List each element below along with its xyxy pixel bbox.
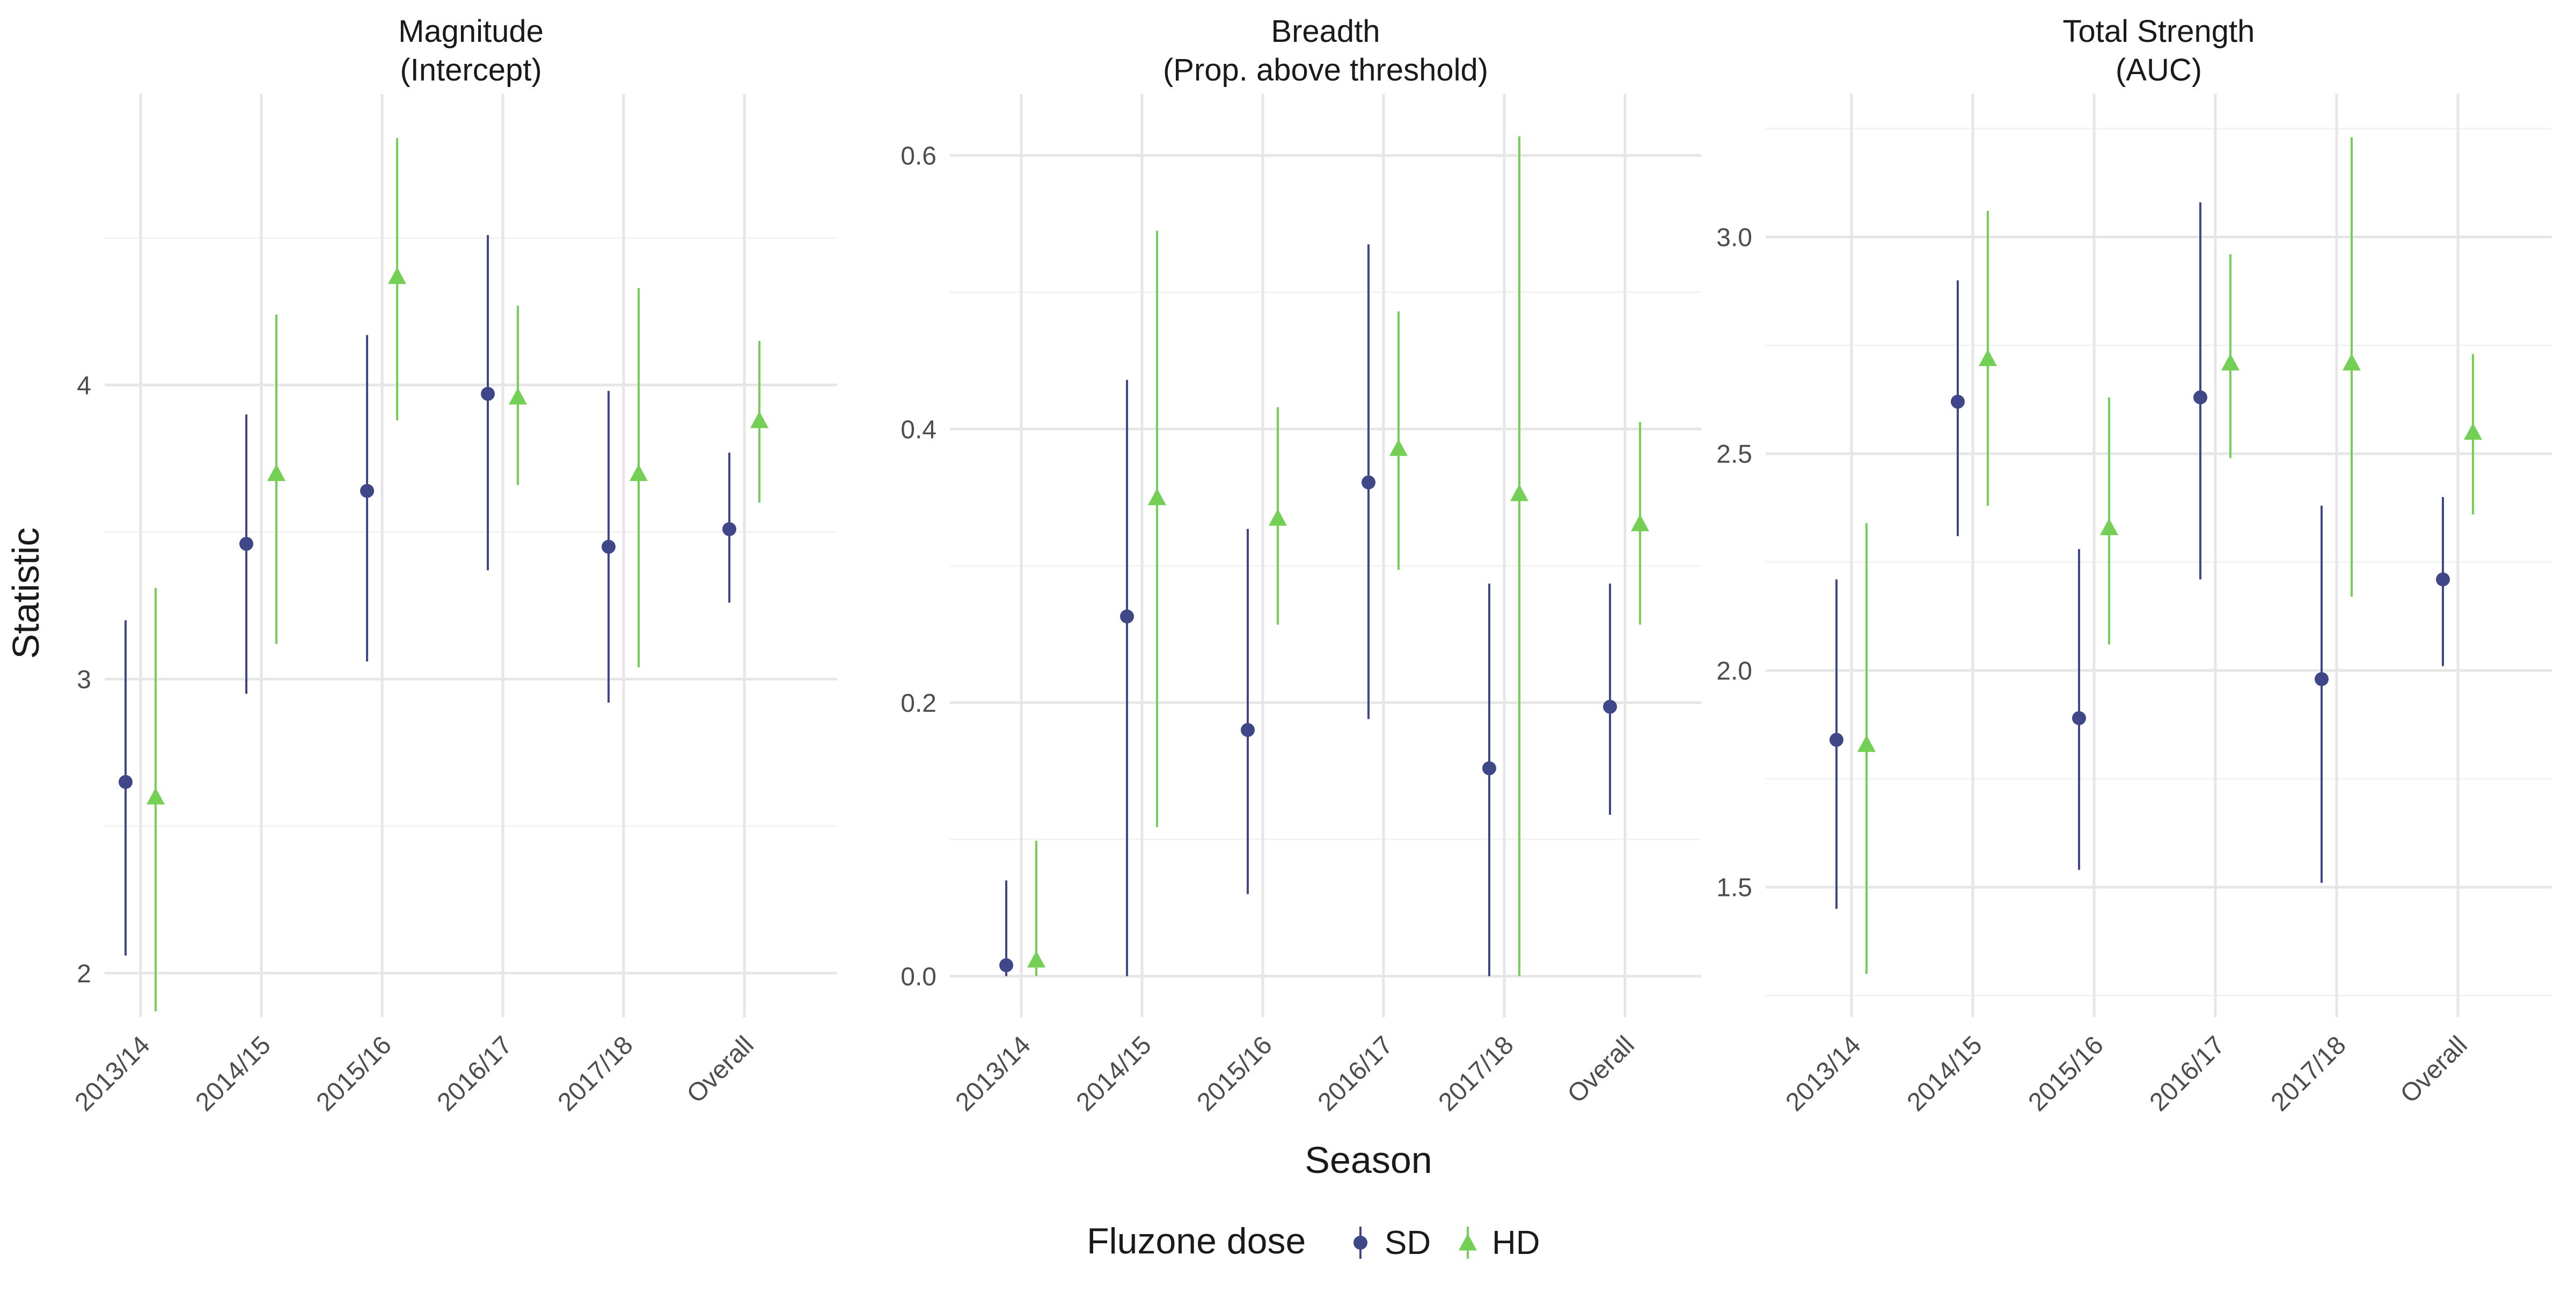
x-tick-label: Overall [682, 1031, 759, 1108]
y-tick-label: 0.4 [901, 415, 936, 444]
point-sd [239, 537, 253, 551]
x-tick-label: 2013/14 [950, 1031, 1036, 1117]
point-sd [2193, 390, 2207, 405]
panel-2: 0.0 0.2 0.4 0.6 2013/14 2014/15 2015/16 2016/17… [901, 14, 1701, 1117]
x-tick-label: 2013/14 [1781, 1031, 1867, 1117]
x-tick-label: 2014/15 [1902, 1031, 1988, 1117]
panel-subtitle: (Intercept) [400, 53, 541, 87]
point-sd [481, 386, 495, 401]
point-sd [1951, 395, 1965, 409]
panel-title: Breadth [1271, 14, 1380, 49]
point-hd [267, 464, 286, 482]
y-tick-label: 2.0 [1716, 657, 1752, 685]
point-hd [2464, 422, 2482, 440]
point-hd [1148, 488, 1166, 506]
panel-subtitle: (AUC) [2116, 53, 2202, 87]
point-hd [509, 388, 527, 405]
x-tick-label: 2016/17 [1313, 1031, 1399, 1117]
point-sd [722, 522, 736, 536]
point-hd [630, 464, 648, 482]
y-tick-label: 4 [77, 371, 91, 400]
point-hd [2221, 353, 2240, 371]
point-hd [1631, 514, 1649, 531]
x-tick-label: 2017/18 [553, 1031, 639, 1117]
x-tick-label: Overall [1562, 1031, 1640, 1108]
x-tick-label: 2013/14 [70, 1031, 156, 1117]
y-axis-label: Statistic [5, 527, 47, 659]
y-tick-label: 1.5 [1716, 874, 1752, 902]
x-tick-label: 2015/16 [311, 1031, 397, 1117]
y-tick-label: 2.5 [1716, 440, 1752, 469]
point-hd [2343, 353, 2361, 371]
legend-label-sd: SD [1385, 1224, 1431, 1261]
x-tick-label: 2017/18 [2266, 1031, 2352, 1117]
point-sd [360, 484, 374, 498]
panel-subtitle: (Prop. above threshold) [1163, 53, 1488, 87]
y-tick-label: 3.0 [1716, 223, 1752, 252]
point-hd [147, 787, 165, 805]
point-hd [750, 411, 769, 428]
point-sd [119, 775, 133, 789]
point-sd [2315, 672, 2329, 687]
point-sd [1362, 475, 1375, 490]
panel-title: Total Strength [2063, 14, 2255, 49]
point-hd [2100, 518, 2118, 535]
point-hd [1979, 349, 1997, 367]
point-sd [1241, 723, 1255, 737]
x-tick-label: 2016/17 [2145, 1031, 2230, 1117]
point-sd [999, 958, 1013, 973]
x-tick-label: 2014/15 [1071, 1031, 1157, 1117]
y-tick-label: 0.6 [901, 142, 936, 171]
legend-key-hd [1459, 1234, 1477, 1251]
x-axis-label: Season [1305, 1139, 1432, 1181]
panel-title: Magnitude [398, 14, 544, 49]
panel-3: 1.5 2.0 2.5 3.0 2013/14 2014/15 2015/16 2016/17… [1716, 14, 2552, 1117]
point-hd [1269, 508, 1287, 526]
point-hd [1389, 439, 1408, 456]
x-tick-label: 2015/16 [2023, 1031, 2109, 1117]
panel-1: 2 3 4 2013/14 2014/15 2015/16 2016/17 2017/18 Ov… [70, 14, 837, 1117]
point-sd [1829, 733, 1843, 747]
x-tick-label: 2014/15 [191, 1031, 276, 1117]
legend: Fluzone dose SD HD [1087, 1221, 1540, 1261]
point-hd [1510, 484, 1528, 501]
legend-title: Fluzone dose [1087, 1221, 1306, 1261]
point-sd [1603, 699, 1617, 714]
legend-label-hd: HD [1492, 1224, 1540, 1261]
point-hd [1857, 735, 1876, 752]
point-sd [2436, 572, 2450, 587]
point-sd [602, 539, 616, 554]
x-tick-label: Overall [2395, 1031, 2473, 1108]
y-tick-label: 2 [77, 960, 91, 988]
x-tick-label: 2017/18 [1433, 1031, 1519, 1117]
legend-key-sd [1353, 1236, 1367, 1250]
point-sd [1120, 609, 1134, 624]
point-hd [1027, 950, 1045, 968]
y-tick-label: 3 [77, 666, 91, 694]
point-hd [388, 267, 406, 285]
y-tick-label: 0.2 [901, 689, 936, 718]
x-tick-label: 2016/17 [432, 1031, 518, 1117]
point-sd [2072, 711, 2086, 725]
y-tick-label: 0.0 [901, 963, 936, 991]
x-tick-label: 2015/16 [1192, 1031, 1278, 1117]
point-sd [1482, 761, 1496, 776]
